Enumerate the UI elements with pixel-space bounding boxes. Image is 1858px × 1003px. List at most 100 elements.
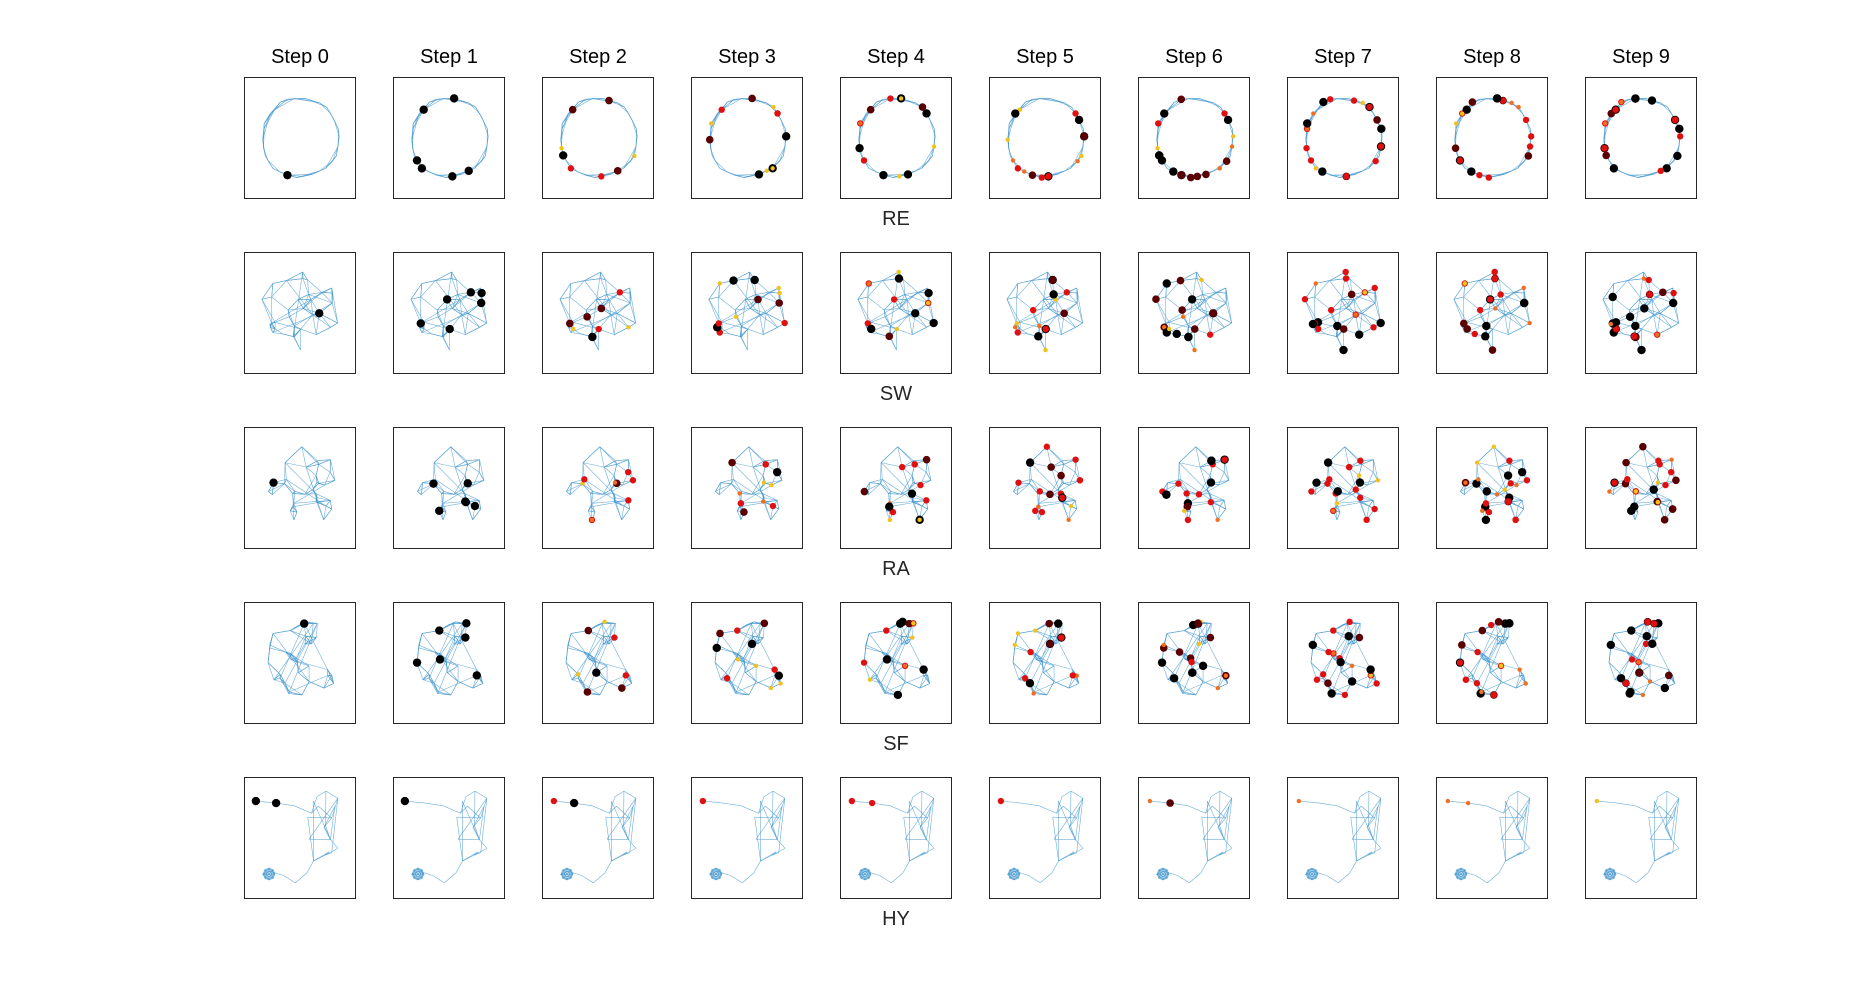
graph-edge bbox=[903, 279, 919, 293]
network-graph bbox=[262, 98, 340, 180]
step-title: Step 7 bbox=[1314, 46, 1372, 68]
infected-node bbox=[1357, 494, 1364, 501]
network-graph bbox=[261, 271, 338, 351]
graph-edge bbox=[1304, 299, 1316, 324]
graph-edge bbox=[1347, 493, 1360, 495]
graph-edge bbox=[1202, 294, 1206, 300]
graph-edge bbox=[1653, 314, 1672, 328]
graph-edge bbox=[461, 314, 480, 328]
infected-node bbox=[1152, 295, 1160, 304]
graph-edge bbox=[733, 479, 743, 492]
infected-node bbox=[1491, 275, 1499, 282]
graph-edge bbox=[1656, 313, 1661, 335]
graph-edge bbox=[420, 296, 438, 311]
infected-node bbox=[1675, 124, 1684, 134]
infected-node bbox=[463, 479, 472, 488]
graph-edge bbox=[1463, 280, 1479, 298]
graph-edge bbox=[1479, 174, 1504, 176]
graph-edge bbox=[332, 146, 339, 162]
infected-node bbox=[883, 627, 890, 634]
graph-edge bbox=[312, 314, 317, 335]
graph-edge bbox=[1217, 505, 1221, 520]
infected-node bbox=[898, 463, 906, 471]
infected-node bbox=[1162, 279, 1171, 288]
graph-edge bbox=[719, 482, 721, 495]
graph-edge bbox=[928, 146, 935, 162]
graph-edge bbox=[602, 475, 615, 495]
graph-edge bbox=[1517, 505, 1524, 510]
infected-node bbox=[1481, 515, 1491, 525]
graph-edge bbox=[297, 662, 299, 673]
infected-node bbox=[1161, 325, 1167, 330]
graph-edge bbox=[1187, 500, 1225, 507]
graph-edge bbox=[454, 636, 461, 644]
infected-node bbox=[1342, 275, 1350, 282]
graph-edge bbox=[1042, 299, 1049, 309]
infected-node bbox=[885, 332, 894, 341]
graph-edge bbox=[583, 462, 605, 468]
graph-edge bbox=[331, 302, 338, 324]
graph-edge bbox=[271, 296, 289, 311]
graph-edge bbox=[1225, 302, 1232, 324]
graph-edge bbox=[570, 332, 581, 335]
graph-edge bbox=[271, 283, 274, 298]
infected-node bbox=[1031, 691, 1036, 696]
graph-edge bbox=[1314, 296, 1332, 311]
infected-node bbox=[1180, 314, 1186, 320]
infected-node bbox=[1350, 97, 1358, 104]
graph-edge bbox=[437, 308, 453, 318]
infected-node bbox=[602, 619, 607, 625]
graph-edge bbox=[1362, 302, 1376, 314]
graph-edge bbox=[621, 508, 630, 520]
graph-edge bbox=[1659, 313, 1672, 328]
infected-node bbox=[728, 458, 736, 467]
graph-edge bbox=[880, 683, 886, 693]
infected-node bbox=[1066, 517, 1071, 523]
network-panel bbox=[542, 77, 654, 199]
graph-edge bbox=[745, 672, 757, 682]
graph-edge bbox=[1033, 623, 1063, 694]
infected-node bbox=[1319, 97, 1328, 107]
infected-node bbox=[764, 168, 769, 174]
infected-node bbox=[774, 110, 781, 117]
graph-edge bbox=[577, 623, 603, 679]
graph-edge bbox=[284, 623, 318, 684]
infected-node bbox=[1303, 144, 1310, 152]
graph-edge bbox=[284, 462, 317, 494]
infected-node bbox=[1190, 325, 1199, 333]
graph-edge bbox=[571, 677, 579, 681]
graph-edge bbox=[453, 493, 466, 495]
infected-node bbox=[299, 619, 309, 628]
graph-edge bbox=[261, 283, 274, 300]
infected-node bbox=[911, 621, 916, 626]
graph-edge bbox=[602, 489, 611, 495]
graph-edge bbox=[457, 294, 461, 300]
infected-node bbox=[1188, 658, 1195, 666]
graph-edge bbox=[1327, 623, 1361, 684]
graph-edge bbox=[269, 633, 274, 648]
infected-node bbox=[1169, 674, 1179, 683]
graph-edge bbox=[615, 460, 617, 465]
graph-edge bbox=[411, 113, 420, 140]
infected-node bbox=[1038, 508, 1046, 516]
graph-edge bbox=[298, 665, 310, 673]
graph-edge bbox=[1069, 472, 1076, 486]
infected-node bbox=[1482, 487, 1492, 496]
graph-edge bbox=[1178, 682, 1197, 696]
graph-edge bbox=[721, 321, 748, 330]
graph-edge bbox=[1354, 623, 1357, 644]
infected-node bbox=[781, 319, 788, 327]
graph-edge bbox=[715, 491, 720, 495]
network-panel bbox=[840, 427, 952, 549]
infected-node bbox=[1318, 167, 1327, 176]
infected-node bbox=[1462, 281, 1467, 286]
graph-edge bbox=[720, 482, 732, 484]
graph-edge bbox=[1197, 308, 1207, 315]
infected-node bbox=[1339, 325, 1348, 333]
graph-edge bbox=[747, 328, 764, 335]
infected-node bbox=[1005, 137, 1010, 142]
infected-node bbox=[581, 476, 588, 483]
infected-node bbox=[1493, 306, 1498, 311]
infected-node bbox=[1462, 105, 1471, 114]
